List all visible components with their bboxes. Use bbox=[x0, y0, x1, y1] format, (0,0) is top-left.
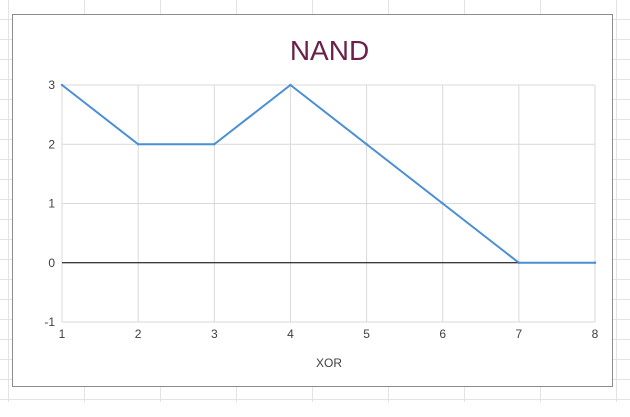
x-tick-label: 3 bbox=[211, 327, 218, 341]
data-point[interactable] bbox=[289, 83, 292, 87]
x-tick-label: 2 bbox=[135, 327, 142, 341]
x-tick-label: 1 bbox=[59, 327, 66, 341]
y-tick-label: 2 bbox=[48, 137, 55, 151]
series-line[interactable] bbox=[61, 84, 595, 264]
data-point[interactable] bbox=[365, 143, 368, 146]
y-tick-label: -1 bbox=[44, 315, 55, 329]
data-point[interactable] bbox=[517, 261, 521, 264]
chart-area[interactable]: NAND 1 2 3 4 5 6 7 8 -1 0 1 2 3 XOR bbox=[12, 14, 613, 387]
data-point[interactable] bbox=[213, 143, 216, 146]
x-tick-label: 8 bbox=[592, 327, 599, 341]
data-point[interactable] bbox=[136, 143, 140, 146]
chart-title: NAND bbox=[290, 35, 369, 66]
data-point[interactable] bbox=[60, 83, 64, 87]
x-axis-title: XOR bbox=[316, 356, 342, 370]
y-tick-label: 1 bbox=[48, 197, 55, 211]
y-tick-label: 3 bbox=[48, 78, 55, 92]
data-point[interactable] bbox=[593, 261, 597, 264]
y-tick-label: 0 bbox=[48, 256, 55, 270]
x-tick-label: 4 bbox=[287, 327, 294, 341]
x-tick-label: 6 bbox=[439, 327, 446, 341]
x-tick-label: 7 bbox=[516, 327, 523, 341]
data-point[interactable] bbox=[441, 202, 444, 205]
line-chart: NAND 1 2 3 4 5 6 7 8 -1 0 1 2 3 XOR bbox=[44, 35, 599, 370]
x-tick-label: 5 bbox=[363, 327, 370, 341]
